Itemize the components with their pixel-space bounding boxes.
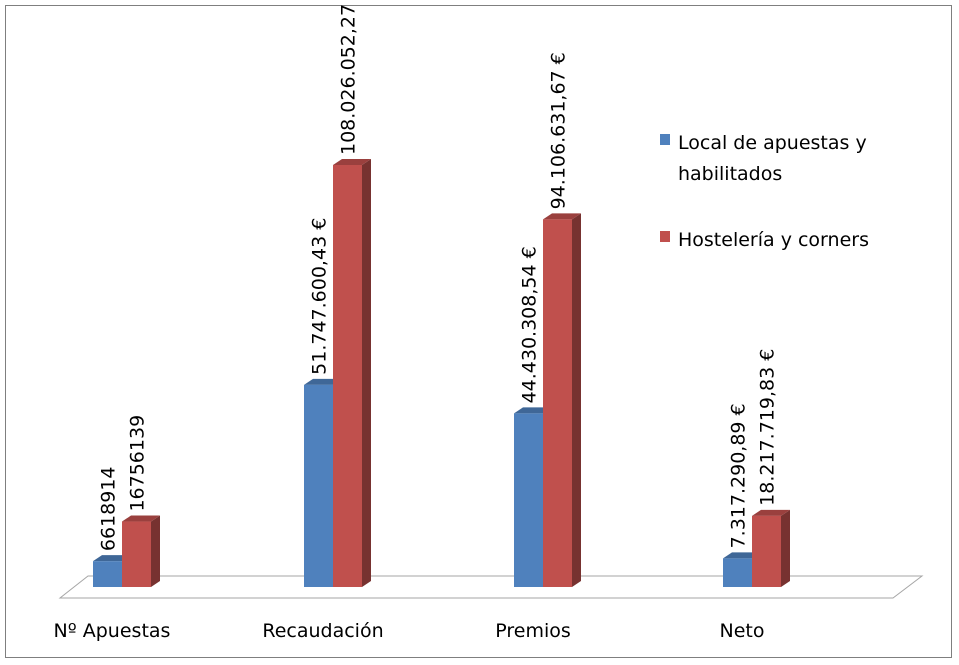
bar-hosteleria-2 xyxy=(543,213,581,587)
bar-front xyxy=(333,165,362,587)
bar-front xyxy=(93,561,122,587)
category-label: Recaudación xyxy=(262,620,383,642)
bar-top xyxy=(543,213,581,220)
data-label: 7.317.290,89 € xyxy=(728,403,750,548)
bar-top xyxy=(752,509,790,516)
data-label: 108.026.052,27 € xyxy=(338,0,360,155)
bar-side xyxy=(362,159,371,587)
chart-floor xyxy=(58,575,924,599)
data-labels-group: 6618914 16756139 51.747.600,43 € 108.026.05… xyxy=(98,0,779,551)
bar-front xyxy=(304,384,333,587)
bar-front xyxy=(543,219,572,587)
bar-front xyxy=(723,558,752,587)
bar-front xyxy=(514,413,543,587)
bar-hosteleria-3 xyxy=(752,509,790,587)
bar-top xyxy=(122,515,160,522)
legend-item-1: Hostelería y corners xyxy=(660,229,869,251)
category-labels-group: Nº Apuestas Recaudación Premios Neto xyxy=(54,620,765,642)
category-label: Nº Apuestas xyxy=(54,620,171,642)
legend: Local de apuestas y habilitados Hostelería… xyxy=(660,132,869,251)
bar-front xyxy=(752,515,781,587)
bar-top xyxy=(93,555,131,562)
bar-hosteleria-1 xyxy=(333,159,371,587)
bar-top xyxy=(304,378,342,385)
data-label: 16756139 xyxy=(127,415,149,512)
category-label: Neto xyxy=(720,620,765,642)
legend-swatch xyxy=(660,231,670,242)
legend-item-0: Local de apuestas y habilitados xyxy=(660,132,867,185)
legend-label: Local de apuestas y xyxy=(678,132,867,154)
bar-side xyxy=(781,509,790,587)
bar-top xyxy=(723,552,761,559)
legend-label: habilitados xyxy=(678,163,782,185)
data-label: 51.747.600,43 € xyxy=(309,218,331,375)
data-label: 6618914 xyxy=(98,467,120,552)
data-label: 18.217.719,83 € xyxy=(757,349,779,506)
bar-side xyxy=(572,213,581,587)
floor-plane xyxy=(58,575,924,599)
bars-group xyxy=(93,159,790,587)
legend-swatch xyxy=(660,134,670,145)
chart-frame xyxy=(5,5,952,658)
bar-hosteleria-0 xyxy=(122,515,160,587)
data-label: 44.430.308,54 € xyxy=(519,246,541,403)
bar-top xyxy=(514,407,552,414)
category-label: Premios xyxy=(495,620,571,642)
bar-front xyxy=(122,521,151,587)
bar-side xyxy=(151,515,160,587)
legend-label: Hostelería y corners xyxy=(678,229,869,251)
bar-top xyxy=(333,159,371,165)
data-label: 94.106.631,67 € xyxy=(548,52,570,209)
